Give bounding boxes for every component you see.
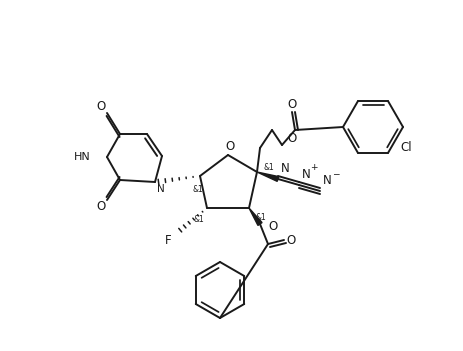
Text: −: −	[332, 170, 339, 179]
Text: N: N	[323, 174, 332, 187]
Text: &1: &1	[263, 163, 275, 172]
Text: O: O	[288, 98, 297, 111]
Text: O: O	[96, 99, 106, 113]
Text: &1: &1	[194, 216, 204, 225]
Text: O: O	[96, 200, 106, 213]
Polygon shape	[249, 208, 262, 225]
Text: N: N	[157, 184, 165, 194]
Text: +: +	[310, 164, 318, 172]
Text: O: O	[287, 233, 295, 246]
Polygon shape	[257, 172, 279, 181]
Text: N: N	[281, 163, 290, 176]
Text: O: O	[268, 220, 277, 233]
Text: HN: HN	[74, 152, 91, 162]
Text: F: F	[165, 233, 171, 246]
Text: O: O	[287, 132, 296, 146]
Text: &1: &1	[193, 185, 203, 194]
Text: O: O	[225, 139, 235, 152]
Text: N: N	[302, 168, 311, 181]
Text: Cl: Cl	[400, 141, 412, 154]
Text: &1: &1	[256, 213, 266, 223]
